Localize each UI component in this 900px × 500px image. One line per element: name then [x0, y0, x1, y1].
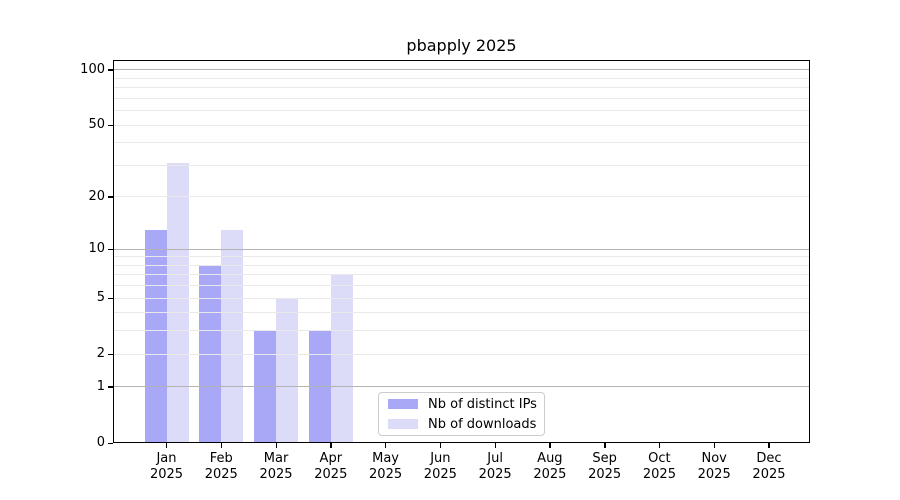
x-tick-label: Aug 2025: [533, 451, 567, 482]
y-tick-label: 5: [96, 290, 105, 306]
y-tick: [108, 386, 113, 388]
y-tick-label: 100: [80, 61, 105, 77]
x-tick-label: Sep 2025: [588, 451, 622, 482]
x-tick: [275, 443, 277, 448]
gridline-minor: [113, 312, 810, 314]
legend-label-downloads: Nb of downloads: [428, 416, 537, 432]
y-tick: [108, 248, 113, 250]
bar-distinct-ips-jan: [144, 229, 167, 443]
x-tick-label: Dec 2025: [752, 451, 786, 482]
x-tick-label: Nov 2025: [697, 451, 731, 482]
y-tick-label: 10: [88, 241, 105, 257]
x-tick-label: Apr 2025: [314, 451, 348, 482]
y-tick-label: 0: [96, 435, 105, 450]
legend-item-distinct-ips: Nb of distinct IPs: [388, 397, 544, 412]
gridline-minor: [113, 77, 810, 79]
x-tick-label: Jun 2025: [423, 451, 457, 482]
x-tick: [439, 443, 442, 448]
y-tick-label: 1: [96, 378, 105, 394]
gridline-minor: [113, 164, 810, 166]
x-tick: [768, 443, 770, 448]
gridlines-layer: [113, 60, 810, 443]
axes-spines: [113, 60, 810, 443]
x-tick: [713, 443, 716, 448]
bar-downloads-feb: [221, 229, 244, 443]
bar-downloads-apr: [330, 274, 353, 443]
bar-downloads-jan: [166, 162, 189, 443]
x-tick-label: Feb 2025: [204, 451, 238, 482]
bar-downloads-mar: [276, 298, 299, 443]
gridline-major: [113, 69, 810, 71]
gridline-major: [113, 248, 810, 250]
y-tick: [108, 442, 113, 444]
x-tick: [330, 443, 332, 448]
legend-item-downloads: Nb of downloads: [388, 417, 544, 432]
plot-area: [113, 60, 810, 443]
x-tick: [220, 443, 223, 448]
gridline-minor: [113, 87, 810, 89]
y-tick: [108, 353, 113, 356]
y-tick-label: 2: [96, 346, 105, 362]
y-tick: [108, 69, 113, 71]
x-tick: [494, 443, 496, 448]
gridline-minor: [113, 97, 810, 99]
y-tick: [108, 196, 113, 198]
gridline-minor: [113, 124, 810, 126]
y-tick: [108, 297, 113, 299]
x-tick: [658, 443, 661, 448]
x-tick: [549, 443, 551, 448]
gridline-minor: [113, 274, 810, 276]
legend-swatch-distinct-ips-icon: [388, 399, 418, 409]
gridline-major: [113, 386, 810, 388]
x-tick: [385, 443, 387, 448]
x-tick-label: Jul 2025: [478, 451, 512, 482]
y-tick: [108, 124, 113, 126]
legend-swatch-downloads-icon: [388, 419, 418, 429]
x-tick-label: Mar 2025: [259, 451, 293, 482]
gridline-minor: [113, 110, 810, 112]
x-tick: [604, 443, 606, 448]
gridline-minor: [113, 264, 810, 266]
gridline-minor: [113, 256, 810, 258]
x-tick-label: Oct 2025: [642, 451, 676, 482]
gridline-minor: [113, 142, 810, 144]
legend: Nb of distinct IPs Nb of downloads: [378, 392, 545, 436]
gridline-minor: [113, 330, 810, 332]
x-tick-label: May 2025: [369, 451, 403, 482]
y-tick-label: 20: [88, 188, 105, 204]
x-tick-label: Jan 2025: [149, 451, 184, 482]
legend-label-distinct-ips: Nb of distinct IPs: [428, 396, 537, 412]
gridline-minor: [113, 353, 810, 355]
x-tick: [166, 443, 168, 448]
gridline-minor: [113, 297, 810, 299]
gridline-minor: [113, 196, 810, 198]
gridline-minor: [113, 285, 810, 287]
chart-title: pbapply 2025: [406, 36, 517, 55]
y-tick-label: 50: [88, 117, 105, 133]
